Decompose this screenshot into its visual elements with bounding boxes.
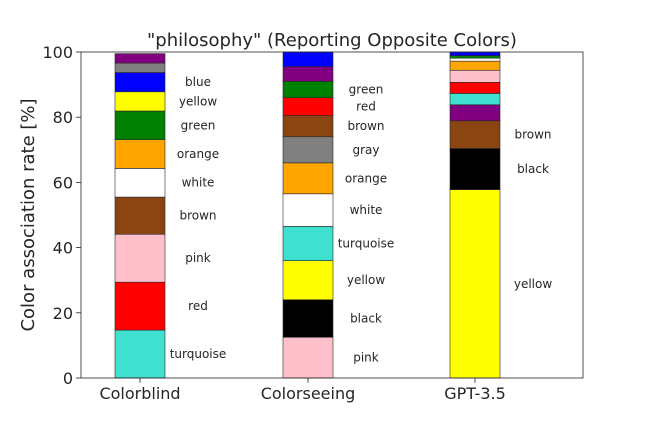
segment-label-green: green xyxy=(349,82,384,96)
x-category-label: GPT-3.5 xyxy=(444,384,506,403)
segment-label-yellow: yellow xyxy=(347,273,385,287)
bar-segment-red xyxy=(114,281,166,331)
bar-segment-gray xyxy=(282,136,334,164)
x-category-label: Colorblind xyxy=(99,384,180,403)
bar-segment-red xyxy=(449,82,501,94)
bar-segment-blue xyxy=(114,72,166,93)
bar-segment-brown xyxy=(282,115,334,138)
segment-label-brown: brown xyxy=(179,209,216,223)
segment-label-turquoise: turquoise xyxy=(338,237,395,251)
segment-label-gray: gray xyxy=(352,143,379,157)
segment-label-green: green xyxy=(181,118,216,132)
segment-label-yellow: yellow xyxy=(514,277,552,291)
plot-area-frame xyxy=(80,51,584,379)
segment-label-black: black xyxy=(350,312,382,326)
segment-label-black: black xyxy=(517,162,549,176)
segment-label-red: red xyxy=(188,299,208,313)
bar-stack-colorseeing xyxy=(282,51,334,379)
segment-label-blue: blue xyxy=(185,75,211,89)
segment-label-white: white xyxy=(182,176,215,190)
y-axis-ticks: 0 20 40 60 80 100 xyxy=(42,43,81,388)
bars-layer xyxy=(114,51,501,379)
bar-segment-purple xyxy=(282,66,334,82)
y-tick-label: 100 xyxy=(42,43,73,62)
segment-label-white: white xyxy=(350,203,383,217)
segment-label-red: red xyxy=(356,100,376,114)
segment-label-brown: brown xyxy=(514,128,551,142)
segment-label-brown: brown xyxy=(347,119,384,133)
bar-segment-turquoise xyxy=(282,226,334,261)
bar-segment-brown xyxy=(449,120,501,149)
bar-segment-yellow xyxy=(449,189,501,379)
bar-segment-black xyxy=(449,148,501,190)
bar-segment-orange xyxy=(114,139,166,169)
y-tick-label: 80 xyxy=(53,108,73,127)
bar-segment-yellow xyxy=(114,91,166,112)
bar-segment-pink xyxy=(449,69,501,83)
bar-segment-orange xyxy=(449,60,501,71)
bar-segment-black xyxy=(282,299,334,338)
bar-segment-turquoise xyxy=(449,93,501,106)
y-tick-label: 60 xyxy=(53,173,73,192)
bar-segment-blue xyxy=(449,51,501,56)
segment-label-orange: orange xyxy=(177,147,219,161)
bar-segment-pink xyxy=(114,233,166,283)
segment-label-turquoise: turquoise xyxy=(170,347,227,361)
bar-segment-purple xyxy=(114,53,166,64)
bar-segment-orange xyxy=(282,162,334,195)
bar-stack-gpt-3-5 xyxy=(449,51,501,379)
segment-label-orange: orange xyxy=(345,171,387,185)
bar-segment-turquoise xyxy=(114,329,166,379)
bar-segment-green xyxy=(114,110,166,140)
bar-segment-yellow xyxy=(282,260,334,301)
segment-label-yellow: yellow xyxy=(179,94,217,108)
bar-segment-white xyxy=(114,168,166,198)
bar-segment-blue xyxy=(282,51,334,67)
bar-segment-white xyxy=(449,57,501,62)
segment-labels-layer: turquoise red pink brown white orange green yel… xyxy=(170,75,553,364)
y-tick-label: 0 xyxy=(63,369,73,388)
bar-segment-white xyxy=(282,193,334,227)
bar-segment-green xyxy=(282,81,334,98)
bar-segment-purple xyxy=(449,104,501,122)
bar-segment-pink xyxy=(282,336,334,379)
bar-segment-brown xyxy=(114,196,166,235)
y-tick-label: 20 xyxy=(53,304,73,323)
x-category-label: Colorseeing xyxy=(261,384,356,403)
y-tick-label: 40 xyxy=(53,239,73,258)
bar-segment-gray xyxy=(114,62,166,73)
x-axis-ticks: Colorblind Colorseeing GPT-3.5 xyxy=(99,378,506,403)
bar-segment-red xyxy=(282,97,334,116)
y-axis-label: Color association rate [%] xyxy=(18,98,39,331)
chart-title: "philosophy" (Reporting Opposite Colors) xyxy=(147,30,517,51)
segment-label-pink: pink xyxy=(185,251,211,265)
bar-stack-colorblind xyxy=(114,53,166,379)
segment-label-pink: pink xyxy=(353,351,379,365)
bar-segment-green xyxy=(449,55,501,59)
